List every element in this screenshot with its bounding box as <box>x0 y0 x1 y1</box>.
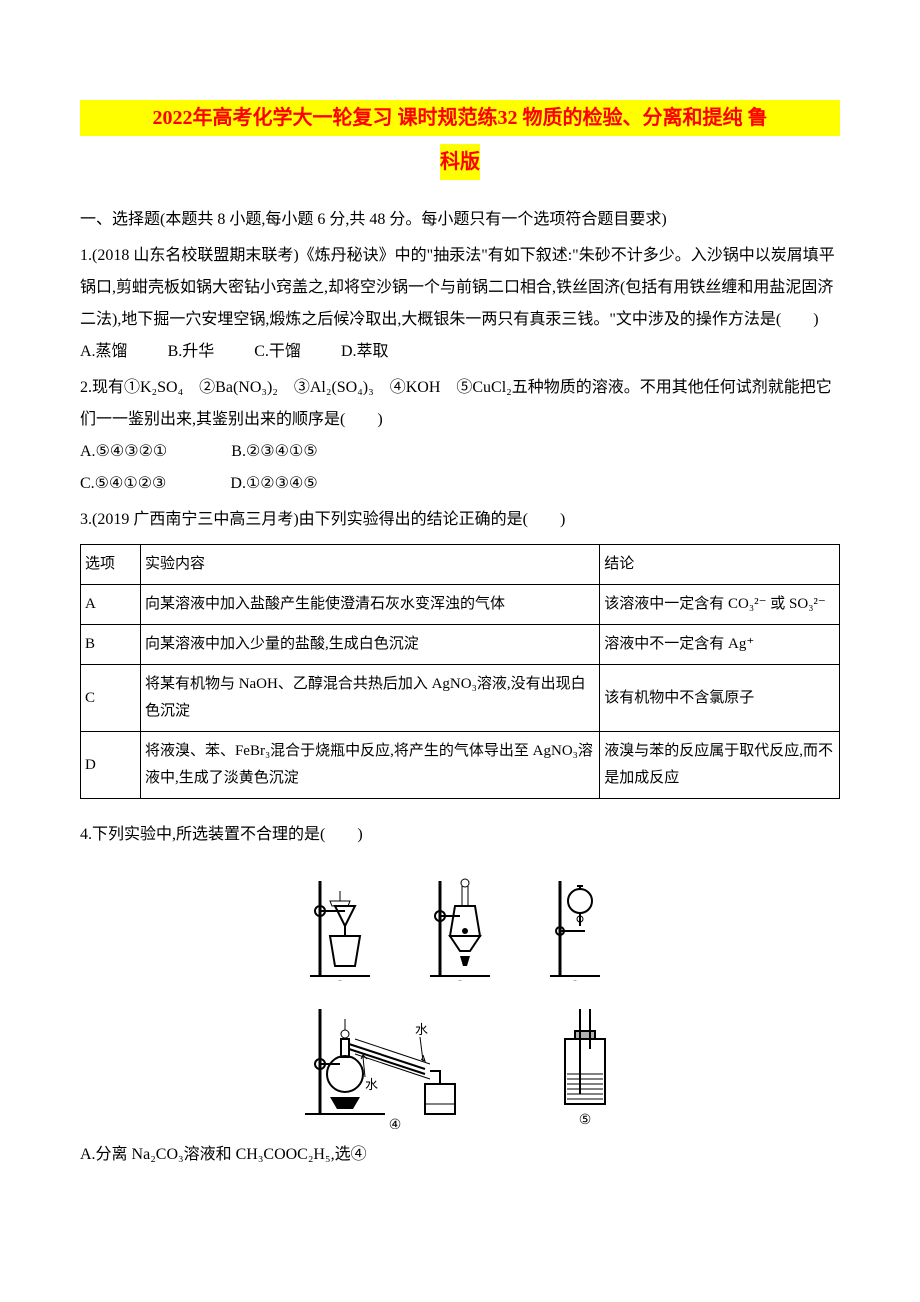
table-row: A 向某溶液中加入盐酸产生能使澄清石灰水变浑浊的气体 该溶液中一定含有 CO₃²… <box>81 585 840 625</box>
cell-content: 将某有机物与 NaOH、乙醇混合共热后加入 AgNO₃溶液,没有出现白色沉淀 <box>140 665 599 732</box>
cell-content: 将液溴、苯、FeBr₃混合于烧瓶中反应,将产生的气体导出至 AgNO₃溶液中,生… <box>140 732 599 799</box>
question-1: 1.(2018 山东名校联盟期末联考)《炼丹秘诀》中的"抽汞法"有如下叙述:"朱… <box>80 240 840 368</box>
th-option: 选项 <box>81 545 141 585</box>
q1-opt-c: C.干馏 <box>254 336 301 368</box>
q1-opt-b: B.升华 <box>168 336 215 368</box>
q4-text: 4.下列实验中,所选装置不合理的是( ) <box>80 819 840 851</box>
question-3: 3.(2019 广西南宁三中高三月考)由下列实验得出的结论正确的是( ) 选项 … <box>80 504 840 799</box>
cell-conclusion: 该溶液中一定含有 CO₃²⁻ 或 SO₃²⁻ <box>600 585 840 625</box>
title-line-2: 科版 <box>440 144 480 180</box>
svg-text:③: ③ <box>569 980 582 981</box>
cell-conclusion: 该有机物中不含氯原子 <box>600 665 840 732</box>
cell-conclusion: 溶液中不一定含有 Ag⁺ <box>600 625 840 665</box>
cell-conclusion: 液溴与苯的反应属于取代反应,而不是加成反应 <box>600 732 840 799</box>
apparatus-5-icon: ⑤ <box>545 989 625 1129</box>
section-header: 一、选择题(本题共 8 小题,每小题 6 分,共 48 分。每小题只有一个选项符… <box>80 204 840 236</box>
apparatus-3-icon: ③ <box>540 861 620 981</box>
question-4: 4.下列实验中,所选装置不合理的是( ) ① <box>80 819 840 1171</box>
apparatus-4-icon: 水 水 ④ <box>295 989 515 1129</box>
cell-opt: C <box>81 665 141 732</box>
table-row: B 向某溶液中加入少量的盐酸,生成白色沉淀 溶液中不一定含有 Ag⁺ <box>81 625 840 665</box>
q1-opt-a: A.蒸馏 <box>80 336 128 368</box>
q2-opt-b: B.②③④①⑤ <box>231 436 317 468</box>
diagram-row-1: ① ② <box>80 861 840 981</box>
svg-text:②: ② <box>454 980 467 981</box>
q2-text: 2.现有①K₂SO₄ ②Ba(NO₃)₂ ③Al₂(SO₄)₃ ④KOH ⑤Cu… <box>80 372 840 436</box>
cell-opt: D <box>81 732 141 799</box>
q4-opt-a: A.分离 Na₂CO₃溶液和 CH₃COOC₂H₅,选④ <box>80 1139 840 1171</box>
cell-opt: A <box>81 585 141 625</box>
q1-options: A.蒸馏 B.升华 C.干馏 D.萃取 <box>80 336 840 368</box>
table-header-row: 选项 实验内容 结论 <box>81 545 840 585</box>
q1-opt-d: D.萃取 <box>341 336 389 368</box>
th-conclusion: 结论 <box>600 545 840 585</box>
th-content: 实验内容 <box>140 545 599 585</box>
q3-table: 选项 实验内容 结论 A 向某溶液中加入盐酸产生能使澄清石灰水变浑浊的气体 该溶… <box>80 544 840 799</box>
svg-text:水: 水 <box>365 1077 378 1092</box>
q3-text: 3.(2019 广西南宁三中高三月考)由下列实验得出的结论正确的是( ) <box>80 504 840 536</box>
cell-opt: B <box>81 625 141 665</box>
svg-text:④: ④ <box>389 1118 402 1129</box>
cell-content: 向某溶液中加入盐酸产生能使澄清石灰水变浑浊的气体 <box>140 585 599 625</box>
apparatus-diagrams: ① ② <box>80 861 840 1129</box>
svg-text:①: ① <box>334 980 347 981</box>
svg-text:水: 水 <box>415 1022 428 1037</box>
question-2: 2.现有①K₂SO₄ ②Ba(NO₃)₂ ③Al₂(SO₄)₃ ④KOH ⑤Cu… <box>80 372 840 500</box>
apparatus-2-icon: ② <box>420 861 510 981</box>
q2-opt-a: A.⑤④③②① <box>80 436 167 468</box>
table-row: C 将某有机物与 NaOH、乙醇混合共热后加入 AgNO₃溶液,没有出现白色沉淀… <box>81 665 840 732</box>
q2-options: A.⑤④③②① B.②③④①⑤ C.⑤④①②③ D.①②③④⑤ <box>80 436 840 500</box>
title-line-1: 2022年高考化学大一轮复习 课时规范练32 物质的检验、分离和提纯 鲁 <box>80 100 840 136</box>
cell-content: 向某溶液中加入少量的盐酸,生成白色沉淀 <box>140 625 599 665</box>
q1-text: 1.(2018 山东名校联盟期末联考)《炼丹秘诀》中的"抽汞法"有如下叙述:"朱… <box>80 240 840 336</box>
q2-opt-d: D.①②③④⑤ <box>230 468 317 500</box>
table-row: D 将液溴、苯、FeBr₃混合于烧瓶中反应,将产生的气体导出至 AgNO₃溶液中… <box>81 732 840 799</box>
q2-opt-c: C.⑤④①②③ <box>80 468 166 500</box>
diagram-row-2: 水 水 ④ <box>80 989 840 1129</box>
title-block: 2022年高考化学大一轮复习 课时规范练32 物质的检验、分离和提纯 鲁 科版 <box>80 100 840 188</box>
apparatus-1-icon: ① <box>300 861 390 981</box>
svg-text:⑤: ⑤ <box>579 1113 592 1128</box>
